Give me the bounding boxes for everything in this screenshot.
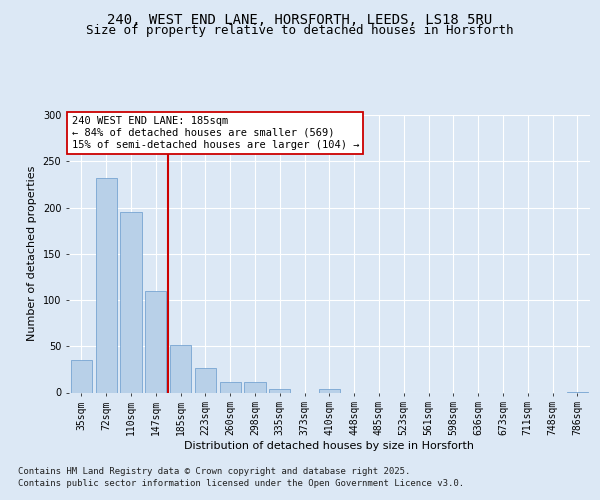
Text: Size of property relative to detached houses in Horsforth: Size of property relative to detached ho… <box>86 24 514 37</box>
Bar <box>220 382 241 392</box>
X-axis label: Distribution of detached houses by size in Horsforth: Distribution of detached houses by size … <box>184 441 475 451</box>
Bar <box>244 382 266 392</box>
Text: 240, WEST END LANE, HORSFORTH, LEEDS, LS18 5RU: 240, WEST END LANE, HORSFORTH, LEEDS, LS… <box>107 12 493 26</box>
Bar <box>145 291 166 392</box>
Bar <box>195 368 216 392</box>
Y-axis label: Number of detached properties: Number of detached properties <box>27 166 37 342</box>
Text: Contains public sector information licensed under the Open Government Licence v3: Contains public sector information licen… <box>18 478 464 488</box>
Bar <box>95 178 117 392</box>
Bar <box>170 346 191 393</box>
Bar <box>269 389 290 392</box>
Bar <box>71 360 92 392</box>
Bar <box>319 389 340 392</box>
Text: Contains HM Land Registry data © Crown copyright and database right 2025.: Contains HM Land Registry data © Crown c… <box>18 467 410 476</box>
Bar <box>121 212 142 392</box>
Text: 240 WEST END LANE: 185sqm
← 84% of detached houses are smaller (569)
15% of semi: 240 WEST END LANE: 185sqm ← 84% of detac… <box>71 116 359 150</box>
